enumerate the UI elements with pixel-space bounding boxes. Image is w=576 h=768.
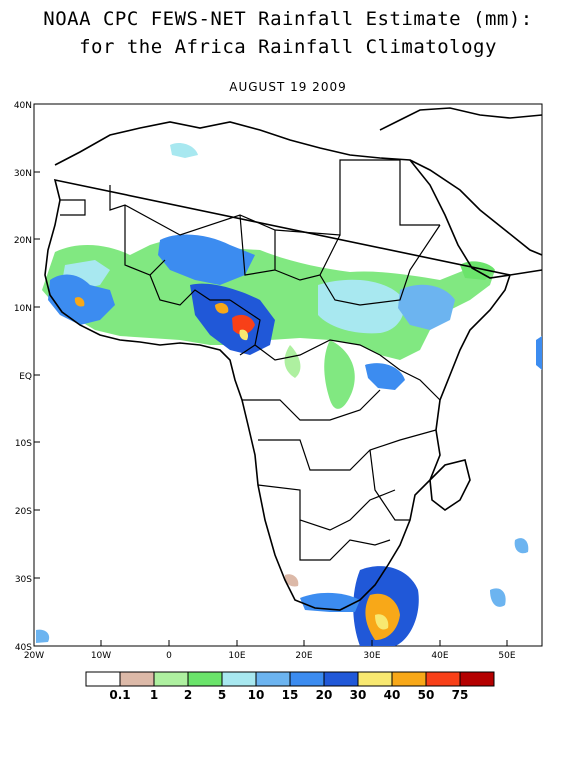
legend-label: 2 xyxy=(184,688,192,702)
coastlines xyxy=(44,107,543,611)
lat-label-10s: 10S xyxy=(15,439,32,449)
legend: 0.1 1 2 5 10 15 20 30 40 50 75 xyxy=(85,671,495,702)
legend-swatch xyxy=(357,671,393,687)
country-borders xyxy=(60,159,441,561)
border-angola-zambia xyxy=(258,429,437,471)
axis-ticks xyxy=(33,103,508,647)
legend-swatch xyxy=(255,671,291,687)
border-burkina xyxy=(149,274,230,306)
legend-swatch xyxy=(119,671,155,687)
rain-zone-niger-blue xyxy=(158,234,255,285)
lat-label-10n: 10N xyxy=(14,304,32,314)
legend-swatch xyxy=(391,671,427,687)
rain-zone-central-light xyxy=(284,345,301,378)
legend-label: 20 xyxy=(316,688,333,702)
rain-zone-guinea-orange xyxy=(74,297,85,307)
legend-label: 1 xyxy=(150,688,158,702)
legend-swatch xyxy=(85,671,121,687)
legend-swatch xyxy=(323,671,359,687)
arabia-coast xyxy=(409,159,543,256)
rain-zone-ethiopia-blue xyxy=(398,284,455,330)
legend-swatch xyxy=(459,671,495,687)
rain-zone-ocean-blue-1 xyxy=(490,588,506,607)
rain-zone-southwest-blue xyxy=(36,629,50,643)
map-frame xyxy=(33,103,543,647)
map-date: AUGUST 19 2009 xyxy=(229,80,347,94)
map-title-line-1: NOAA CPC FEWS-NET Rainfall Estimate (mm)… xyxy=(43,8,533,30)
border-namibia xyxy=(257,484,396,531)
lon-label-50e: 50E xyxy=(498,651,515,661)
rain-zone-ocean-blue-2 xyxy=(514,538,529,554)
rain-zone-algeria-lightblue xyxy=(170,143,198,158)
rain-zone-cape-tan xyxy=(284,574,299,587)
border-mali xyxy=(124,205,166,276)
lat-label-40n: 40N xyxy=(14,101,32,111)
lat-label-eq: EQ xyxy=(19,372,32,382)
lon-label-0: 0 xyxy=(166,651,172,661)
border-car xyxy=(254,339,381,361)
lat-label-40s: 40S xyxy=(15,643,32,653)
lon-label-10e: 10E xyxy=(228,651,245,661)
lon-label-20w: 20W xyxy=(24,651,44,661)
border-nigeria xyxy=(229,299,261,356)
lat-label-20s: 20S xyxy=(15,507,32,517)
lat-label-20n: 20N xyxy=(14,236,32,246)
rain-zone-southeast-yellow xyxy=(375,614,389,630)
legend-label: 10 xyxy=(248,688,265,702)
rain-zone-cameroon-yellow xyxy=(239,329,249,341)
rain-zone-lakevictoria-blue xyxy=(365,363,405,390)
legend-label: 30 xyxy=(350,688,367,702)
lon-label-30e: 30E xyxy=(363,651,380,661)
latitude-labels: 40N 30N 20N 10N EQ 10S 20S 30S 40S xyxy=(14,101,32,653)
rain-zone-chad-lightblue xyxy=(318,279,404,334)
border-niger xyxy=(239,214,276,276)
legend-swatch xyxy=(425,671,461,687)
map-title-line-2: for the Africa Rainfall Climatology xyxy=(79,36,497,58)
border-kenya xyxy=(379,354,441,401)
lon-label-20e: 20E xyxy=(295,651,312,661)
border-sudan xyxy=(319,224,441,306)
madagascar-coast xyxy=(429,459,471,511)
africa-coastline xyxy=(44,121,543,611)
lon-label-10w: 10W xyxy=(91,651,111,661)
lat-label-30s: 30S xyxy=(15,575,32,585)
legend-swatch xyxy=(289,671,325,687)
border-chad xyxy=(274,234,341,281)
rain-zone-eastcoast-blue xyxy=(536,336,542,370)
legend-label: 40 xyxy=(384,688,401,702)
legend-label: 50 xyxy=(418,688,435,702)
rain-zone-nigeria-orange xyxy=(215,302,229,314)
border-mozambique xyxy=(369,449,410,521)
border-western-sahara xyxy=(60,199,86,216)
lon-label-40e: 40E xyxy=(431,651,448,661)
legend-swatch xyxy=(187,671,223,687)
rain-zone-cameroon-red xyxy=(232,314,255,335)
legend-label: 0.1 xyxy=(109,688,130,702)
longitude-labels: 20W 10W 0 10E 20E 30E 40E 50E xyxy=(24,651,516,661)
legend-label: 75 xyxy=(452,688,469,702)
lat-label-30n: 30N xyxy=(14,169,32,179)
legend-swatch xyxy=(153,671,189,687)
legend-label: 5 xyxy=(218,688,226,702)
mediterranean-east-coast xyxy=(379,107,543,131)
legend-swatch xyxy=(221,671,257,687)
border-botswana xyxy=(299,520,391,561)
rain-zone-central-green xyxy=(324,340,355,409)
border-congo xyxy=(242,389,381,421)
legend-label: 15 xyxy=(282,688,299,702)
